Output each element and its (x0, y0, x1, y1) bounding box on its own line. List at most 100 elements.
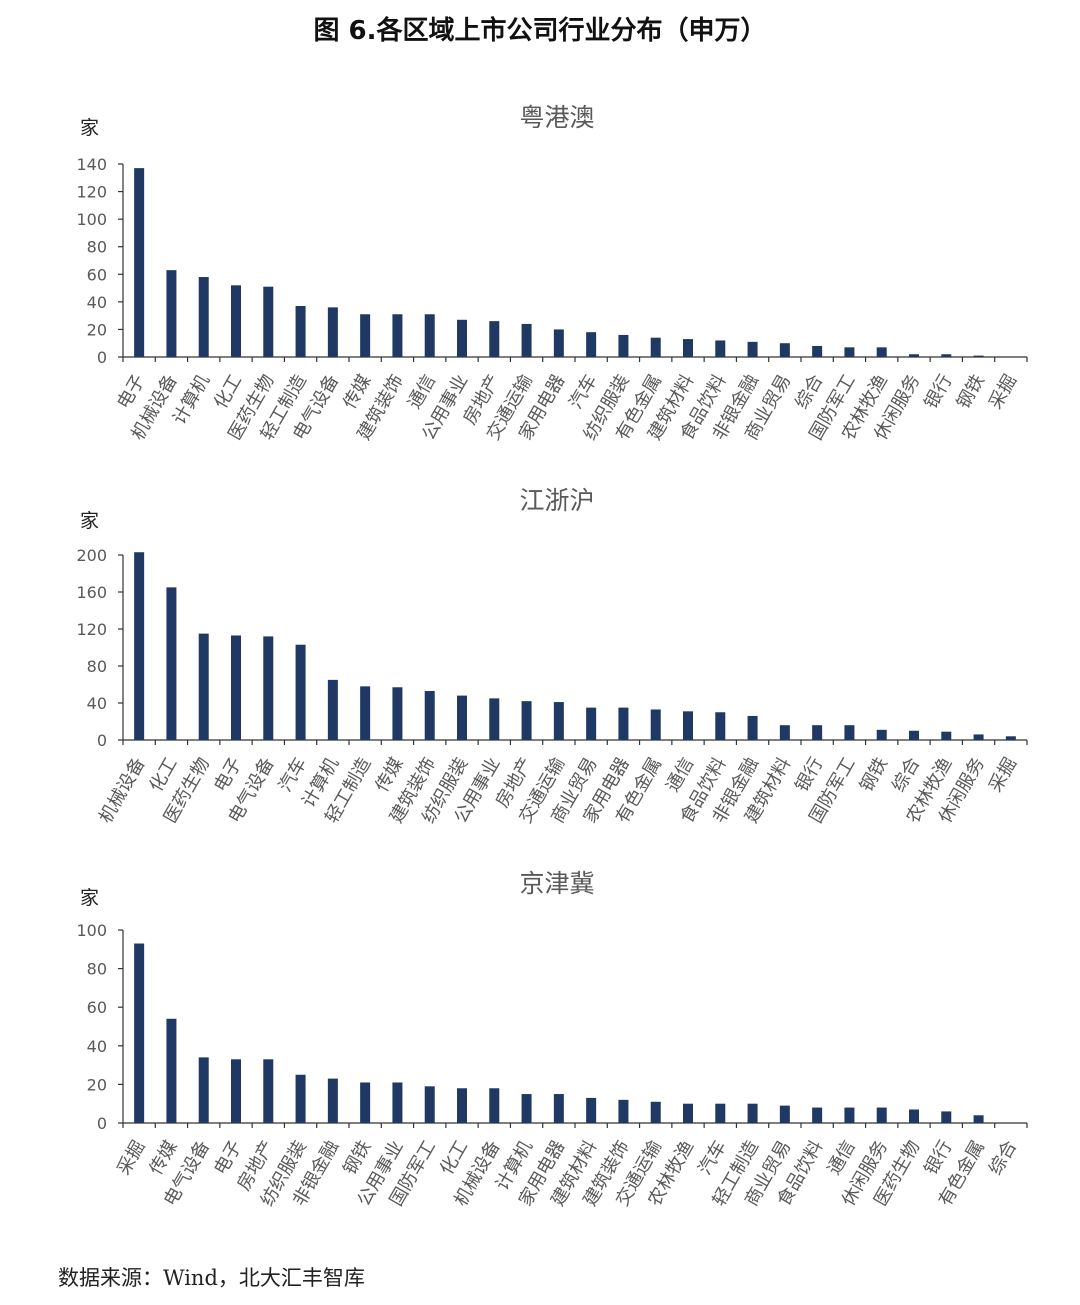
bar (683, 339, 693, 357)
bar (586, 707, 597, 740)
bar (715, 340, 726, 357)
category-label: 采掘 (113, 1137, 149, 1179)
bar (553, 702, 564, 740)
bar (812, 1107, 823, 1123)
bar (779, 1105, 790, 1123)
bar (876, 729, 887, 740)
bar (263, 636, 274, 740)
y-tick-label: 20 (87, 320, 107, 339)
bar (1005, 736, 1016, 740)
bar (231, 1059, 241, 1123)
y-tick-label: 40 (87, 293, 107, 312)
y-axis-unit: 家 (80, 117, 99, 139)
bar (521, 323, 532, 357)
y-tick-label: 0 (97, 348, 107, 367)
category-label: 钢铁 (953, 371, 989, 413)
bar (198, 277, 209, 357)
bar (134, 943, 145, 1123)
bar (327, 679, 338, 740)
bar (844, 1107, 855, 1123)
bar (424, 314, 435, 357)
bar (941, 731, 952, 740)
y-tick-label: 140 (76, 155, 107, 174)
y-axis-unit: 家 (80, 887, 99, 909)
bar (231, 285, 241, 357)
bar (618, 1099, 629, 1123)
bar (392, 1082, 403, 1123)
bar (941, 1111, 952, 1123)
category-label: 采掘 (985, 754, 1021, 796)
category-label: 银行 (920, 371, 956, 413)
category-label: 钢铁 (856, 754, 892, 796)
bar (392, 314, 403, 357)
y-tick-label: 80 (87, 960, 107, 979)
chart-title: 京津冀 (519, 869, 594, 898)
bar (521, 1094, 532, 1123)
category-label: 综合 (985, 1137, 1021, 1179)
chart-guangdong-hk-macao: 粤港澳家020406080100120140电子机械设备计算机化工医药生物轻工制… (76, 103, 1028, 444)
chart-title: 粤港澳 (519, 103, 594, 132)
bar (715, 1103, 726, 1123)
bar (263, 1059, 274, 1123)
bar (553, 1094, 564, 1123)
bar (747, 1103, 758, 1123)
y-tick-label: 60 (87, 998, 107, 1017)
bar (715, 712, 726, 740)
y-tick-label: 160 (76, 583, 107, 602)
y-tick-label: 40 (87, 694, 107, 713)
bar (489, 698, 500, 740)
bar (586, 332, 597, 357)
bar (812, 725, 823, 740)
bar (779, 725, 790, 740)
bar (134, 168, 145, 357)
bar (231, 635, 241, 740)
bar (779, 343, 790, 357)
bar (747, 715, 758, 740)
bar (295, 305, 306, 357)
bar (424, 690, 435, 740)
bar (650, 1101, 661, 1123)
y-tick-label: 100 (76, 921, 107, 940)
bar (909, 730, 919, 740)
bar (166, 270, 177, 357)
bar (198, 1057, 209, 1123)
bar (457, 319, 467, 357)
bar (973, 734, 984, 740)
bar (521, 701, 532, 740)
chart-beijing-tianjin-hebei: 京津冀家020406080100采掘传媒电气设备电子房地产纺织服装非银金融钢铁公… (76, 869, 1028, 1210)
bar (844, 725, 855, 740)
y-tick-label: 40 (87, 1037, 107, 1056)
bar (166, 1018, 177, 1123)
bar (876, 347, 887, 357)
y-tick-label: 80 (87, 238, 107, 257)
category-label: 采掘 (985, 371, 1021, 413)
y-tick-label: 20 (87, 1075, 107, 1094)
bar (909, 1109, 919, 1123)
bar (489, 321, 500, 357)
bar (263, 286, 274, 357)
bar (683, 711, 693, 740)
data-source-note: 数据来源：Wind，北大汇丰智库 (58, 1266, 365, 1290)
category-label: 机械设备 (95, 754, 149, 827)
bar (457, 1088, 467, 1123)
y-tick-label: 120 (76, 620, 107, 639)
y-axis-unit: 家 (80, 510, 99, 532)
bar (844, 347, 855, 357)
bar (166, 587, 177, 740)
bar (941, 354, 952, 357)
bar (553, 329, 564, 357)
bar (360, 314, 371, 357)
y-tick-label: 200 (76, 546, 107, 565)
bar (295, 1074, 306, 1123)
bar (134, 552, 145, 740)
bar (683, 1103, 693, 1123)
chart-title: 江浙沪 (519, 486, 594, 515)
bar (973, 1115, 984, 1123)
bar (424, 1086, 435, 1123)
bar (198, 633, 209, 740)
y-tick-label: 60 (87, 265, 107, 284)
bar (747, 341, 758, 357)
bar (360, 686, 371, 740)
chart-jiangsu-zhejiang-shanghai: 江浙沪家04080120160200机械设备化工医药生物电子电气设备汽车计算机轻… (76, 486, 1028, 827)
bar (457, 695, 467, 740)
